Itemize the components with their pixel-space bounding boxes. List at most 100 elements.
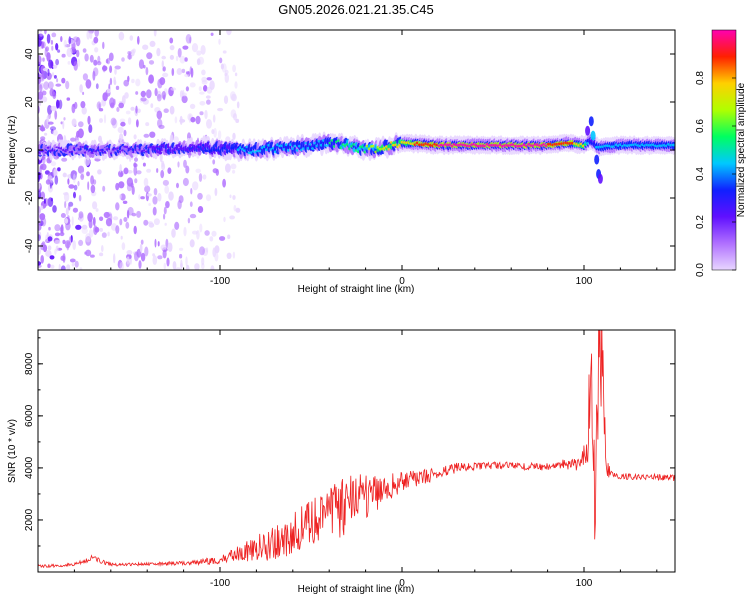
spectrogram-noise-blob xyxy=(199,91,205,95)
spectrogram-noise-blob xyxy=(102,185,106,192)
spectrogram-noise-blob xyxy=(203,85,208,92)
spectrogram-noise-blob xyxy=(185,165,190,174)
spectrogram-noise-blob xyxy=(50,161,57,167)
spectrogram-noise-blob xyxy=(164,185,170,194)
spectrogram-noise-blob xyxy=(140,252,146,262)
spectrogram-noise-blob xyxy=(121,242,126,251)
spectrogram-noise-blob xyxy=(59,231,65,237)
spectrogram-noise-blob xyxy=(50,197,54,202)
spectrogram-noise-blob xyxy=(47,263,51,269)
spectrogram-noise-blob xyxy=(133,163,138,168)
spectrogram-noise-blob xyxy=(191,43,199,53)
spectrogram-noise-blob xyxy=(140,196,145,200)
spectrogram-noise-blob xyxy=(40,136,46,141)
spectrogram-noise-blob xyxy=(40,254,44,264)
spectrogram-noise-blob xyxy=(190,116,196,123)
snr-line xyxy=(38,330,675,569)
spectrogram-noise-blob xyxy=(149,40,156,48)
spectrogram-noise-blob xyxy=(162,179,169,186)
figure-title: GN05.2026.021.21.35.C45 xyxy=(278,2,433,17)
spectrogram-noise-blob xyxy=(197,206,204,213)
spectrogram-noise-blob xyxy=(47,236,53,242)
spectrogram-noise-blob xyxy=(232,195,236,200)
spectrogram-noise-blob xyxy=(143,133,150,138)
spectrogram-noise-blob xyxy=(81,227,88,234)
spectrogram-noise-blob xyxy=(210,32,214,36)
spectrogram-noise-blob xyxy=(97,169,102,175)
spectrogram-noise-blob xyxy=(169,37,174,44)
spectrogram-noise-blob xyxy=(45,179,51,185)
spectrogram-noise-blob xyxy=(236,101,240,109)
spectrogram-x-tick-label: -100 xyxy=(210,276,230,287)
spectrogram-noise-blob xyxy=(199,111,204,116)
snr-x-axis-label: Height of straight line (km) xyxy=(298,584,415,595)
spectrogram-noise-blob xyxy=(212,247,216,258)
colorbar-tick-label: 0.4 xyxy=(695,167,706,181)
spectrogram-excursion xyxy=(597,173,603,184)
spectrogram-noise-blob xyxy=(205,194,212,202)
spectrogram-noise-blob xyxy=(50,40,54,45)
spectrogram-noise-blob xyxy=(185,34,192,44)
spectrogram-noise-blob xyxy=(38,231,42,239)
spectrogram-noise-blob xyxy=(135,91,139,95)
spectrogram-noise-blob xyxy=(179,253,183,259)
spectrogram-noise-blob xyxy=(41,41,46,49)
spectrogram-noise-blob xyxy=(137,35,140,45)
spectrogram-noise-blob xyxy=(70,170,78,176)
spectrogram-noise-blob xyxy=(51,72,55,77)
spectrogram-noise-blob xyxy=(171,228,176,238)
spectrogram-noise-blob xyxy=(44,30,47,35)
spectrogram-noise-blob xyxy=(184,73,190,78)
spectrogram-noise-blob xyxy=(153,188,158,196)
spectrogram-noise-blob xyxy=(60,36,63,42)
spectrogram-noise-blob xyxy=(196,58,201,66)
spectrogram-noise-blob xyxy=(157,255,163,260)
spectrogram-noise-blob xyxy=(85,249,92,257)
spectrogram-noise-blob xyxy=(133,225,137,235)
spectrogram-noise-blob xyxy=(65,207,69,216)
spectrogram-noise-blob xyxy=(102,65,108,72)
spectrogram-noise-blob xyxy=(139,243,143,253)
spectrogram-noise-blob xyxy=(75,224,82,230)
spectrogram-noise-blob xyxy=(204,230,210,236)
spectrogram-noise-blob xyxy=(154,238,157,248)
spectrogram-noise-blob xyxy=(96,101,102,110)
spectrogram-noise-blob xyxy=(204,109,208,120)
spectrogram-noise-blob xyxy=(39,84,43,93)
spectrogram-noise-blob xyxy=(194,263,200,270)
spectrogram-noise-blob xyxy=(227,234,231,240)
spectrogram-noise-blob xyxy=(105,59,109,64)
spectrogram-noise-blob xyxy=(54,175,59,185)
spectrogram-noise-blob xyxy=(175,55,179,62)
spectrogram-noise-blob xyxy=(99,252,104,257)
spectrogram-noise-blob xyxy=(99,216,104,222)
spectrogram-noise-blob xyxy=(98,103,101,109)
spectrogram-noise-blob xyxy=(222,178,227,188)
spectrogram-noise-blob xyxy=(101,232,107,238)
spectrogram-noise-blob xyxy=(156,168,159,173)
spectrogram-noise-blob xyxy=(232,132,236,140)
spectrogram-noise-blob xyxy=(56,99,60,109)
spectrogram-noise-blob xyxy=(51,32,57,38)
spectrogram-noise-blob xyxy=(87,181,90,191)
spectrogram-noise-blob xyxy=(38,37,42,47)
spectrogram-noise-blob xyxy=(78,211,84,219)
spectrogram-noise-blob xyxy=(71,216,74,226)
spectrogram-noise-blob xyxy=(44,132,48,136)
spectrogram-noise-blob xyxy=(226,252,232,259)
spectrogram-noise-blob xyxy=(73,191,76,199)
spectrogram-noise-blob xyxy=(116,107,120,112)
spectrogram-noise-blob xyxy=(131,185,135,195)
colorbar-frame xyxy=(711,29,737,271)
spectrogram-noise-blob xyxy=(148,203,151,206)
colorbar-tick-label: 0.6 xyxy=(695,119,706,133)
spectrogram-noise-blob xyxy=(84,53,89,62)
spectrogram-y-axis-label: Frequency (Hz) xyxy=(7,116,18,185)
spectrogram-noise-blob xyxy=(206,77,212,81)
snr-data xyxy=(38,330,675,569)
spectrogram-noise-blob xyxy=(118,102,124,109)
spectrogram-noise-blob xyxy=(60,121,63,125)
spectrogram-noise-blob xyxy=(135,78,141,87)
spectrogram-noise-blob xyxy=(219,57,223,64)
